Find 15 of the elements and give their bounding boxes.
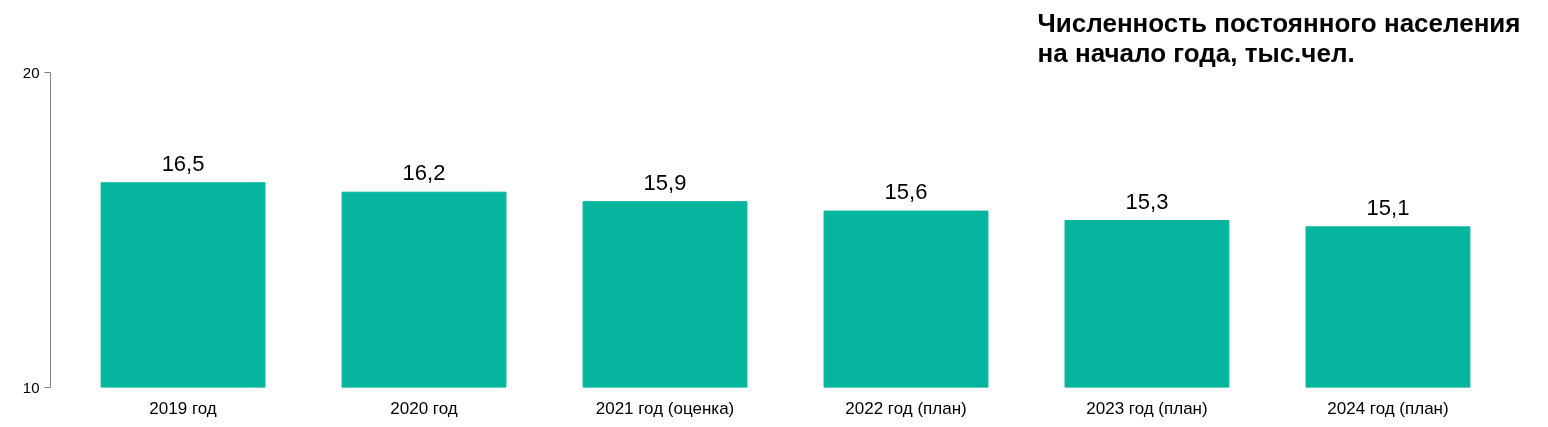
y-tick-label: 20 bbox=[22, 63, 40, 81]
y-tick-label: 10 bbox=[22, 378, 40, 396]
x-tick-label: 2022 год (план) bbox=[845, 398, 967, 418]
data-label: 15,1 bbox=[1366, 194, 1410, 220]
x-tick-label: 2019 год bbox=[149, 398, 217, 418]
data-label: 16,5 bbox=[161, 150, 205, 176]
x-tick-label: 2024 год (план) bbox=[1327, 398, 1449, 418]
data-label: 15,9 bbox=[643, 169, 687, 195]
x-tick-label: 2021 год (оценка) bbox=[595, 398, 735, 418]
data-label: 16,2 bbox=[402, 160, 446, 186]
chart-title: Численность постоянного населения на начало года, тыс.чел. bbox=[1037, 7, 1521, 68]
x-tick-label: 2020 год bbox=[390, 398, 458, 418]
data-label: 15,3 bbox=[1125, 188, 1169, 214]
data-label: 15,6 bbox=[884, 179, 928, 205]
x-tick-label: 2023 год (план) bbox=[1086, 398, 1208, 418]
